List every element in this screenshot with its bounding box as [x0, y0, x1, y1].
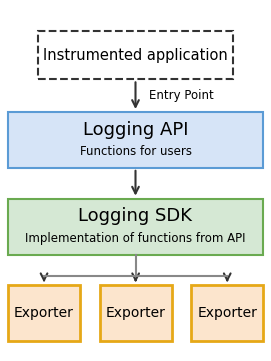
Text: Exporter: Exporter: [14, 306, 74, 320]
FancyBboxPatch shape: [8, 112, 263, 168]
Text: Logging SDK: Logging SDK: [79, 208, 192, 225]
Text: Exporter: Exporter: [197, 306, 257, 320]
Text: Functions for users: Functions for users: [79, 145, 192, 158]
Text: Implementation of functions from API: Implementation of functions from API: [25, 231, 246, 245]
FancyBboxPatch shape: [100, 285, 172, 341]
Text: Instrumented application: Instrumented application: [43, 48, 228, 62]
FancyBboxPatch shape: [38, 31, 233, 79]
Text: Exporter: Exporter: [106, 306, 166, 320]
FancyBboxPatch shape: [8, 285, 80, 341]
FancyBboxPatch shape: [8, 199, 263, 255]
Text: Logging API: Logging API: [83, 121, 188, 139]
FancyBboxPatch shape: [191, 285, 263, 341]
Text: Entry Point: Entry Point: [149, 89, 214, 102]
